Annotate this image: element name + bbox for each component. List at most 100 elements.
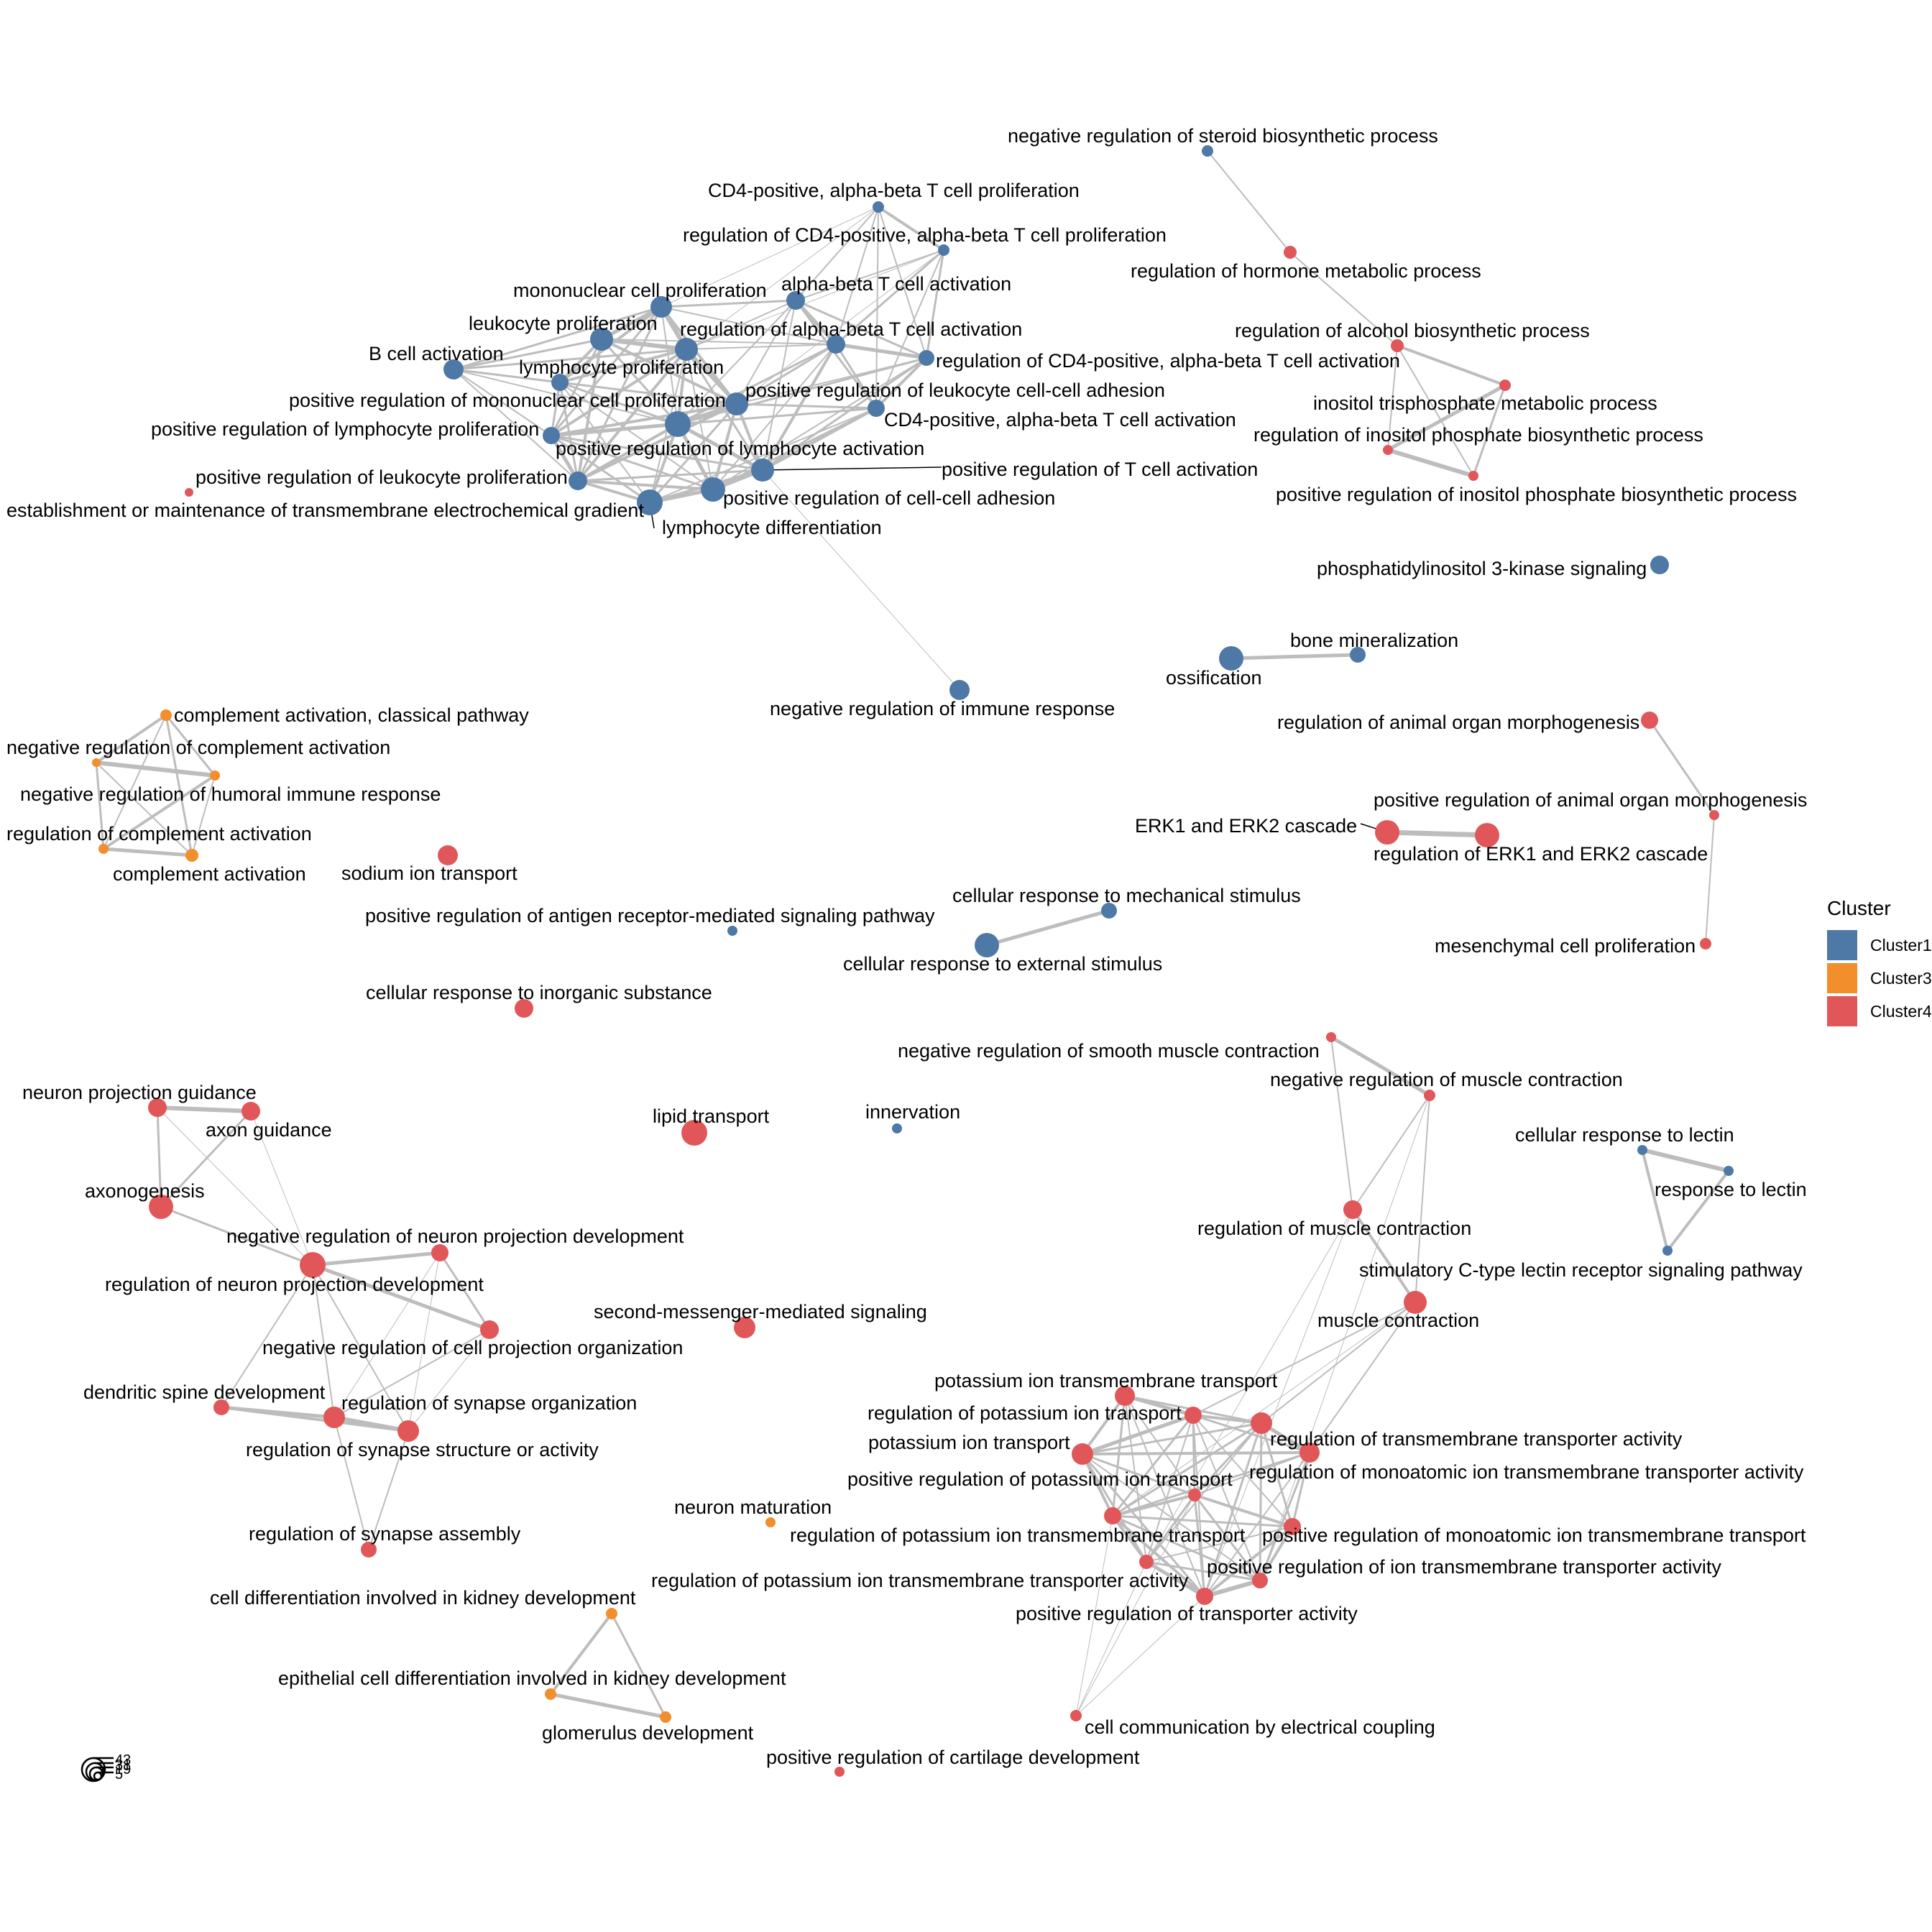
network-edge (1075, 1494, 1195, 1716)
network-node (300, 1252, 326, 1278)
node-label: regulation of potassium ion transmembran… (651, 1570, 1189, 1591)
network-edge (312, 1264, 335, 1418)
network-edge (551, 422, 678, 438)
network-edge (1124, 1395, 1205, 1597)
network-edge (1194, 1494, 1293, 1528)
network-edge (96, 762, 193, 856)
network-edge (102, 774, 216, 850)
node-label: complement activation, classical pathway (174, 704, 529, 726)
node-label: regulation of transmembrane transporter … (1270, 1428, 1683, 1450)
node-label: negative regulation of smooth muscle con… (898, 1040, 1320, 1062)
legend-label: Cluster4 (1870, 1001, 1932, 1021)
size-legend-circles-icon (80, 1757, 114, 1782)
network-node (1070, 1710, 1082, 1721)
node-label: regulation of synapse organization (341, 1392, 637, 1414)
network-node (431, 1244, 448, 1261)
node-label: regulation of potassium ion transmembran… (790, 1524, 1246, 1546)
node-label: positive regulation of potassium ion tra… (847, 1468, 1233, 1490)
node-label: complement activation (113, 863, 306, 885)
network-edge (408, 1329, 490, 1432)
node-label: negative regulation of immune response (770, 698, 1115, 719)
network-node (569, 472, 587, 490)
network-edge (648, 423, 679, 503)
network-node (210, 770, 220, 781)
network-node (765, 1517, 776, 1527)
node-label: glomerulus development (542, 1722, 754, 1744)
network-edge (1081, 1453, 1206, 1597)
node-label: positive regulation of inositol phosphat… (1276, 484, 1797, 505)
node-label: positive regulation of transporter activ… (1016, 1603, 1358, 1624)
network-node (443, 359, 464, 380)
network-node (1637, 1145, 1647, 1155)
network-edge (95, 762, 105, 850)
network-edge (312, 1251, 441, 1267)
network-node (1219, 646, 1243, 671)
network-edge (600, 338, 679, 426)
network-edge (453, 369, 579, 482)
network-node (1383, 445, 1393, 455)
node-label: negative regulation of cell projection o… (262, 1337, 683, 1358)
network-node (1202, 145, 1213, 157)
network-edge (1192, 1414, 1293, 1527)
network-edge (95, 714, 167, 764)
network-edge (576, 306, 663, 482)
network-edge (1082, 1453, 1195, 1496)
node-label: regulation of hormone metabolic process (1131, 260, 1481, 282)
network-edge (1111, 1414, 1195, 1517)
network-edge (103, 714, 167, 850)
node-label: negative regulation of complement activa… (6, 737, 390, 758)
network-edge (1145, 1560, 1206, 1598)
network-edge (156, 1107, 162, 1208)
network-edge (559, 382, 650, 503)
network-edge (1112, 1302, 1416, 1517)
node-label: regulation of muscle contraction (1197, 1218, 1471, 1239)
network-node (873, 201, 884, 213)
node-label: regulation of neuron projection developm… (105, 1274, 484, 1295)
network-edge (577, 469, 763, 482)
node-label: regulation of CD4-positive, alpha-beta T… (936, 350, 1400, 372)
node-label: mononuclear cell proliferation (513, 280, 767, 301)
legend-item-cluster1: Cluster1 (1827, 929, 1932, 962)
network-edge (835, 249, 944, 346)
network-node (323, 1407, 345, 1428)
node-label: cellular response to mechanical stimulus (952, 885, 1301, 906)
network-edge (550, 1692, 666, 1719)
network-edge (157, 1107, 313, 1266)
network-edge (96, 760, 216, 778)
legend-item-cluster4: Cluster4 (1827, 995, 1932, 1028)
node-label: positive regulation of ion transmembrane… (1207, 1556, 1721, 1578)
node-label: CD4-positive, alpha-beta T cell activati… (884, 409, 1236, 431)
network-edge (1082, 1453, 1261, 1581)
network-edge (762, 469, 960, 691)
node-label: positive regulation of T cell activation (942, 459, 1258, 480)
network-edge (875, 356, 928, 410)
node-label: neuron projection guidance (22, 1082, 257, 1103)
network-node (1375, 820, 1399, 845)
network-node (1115, 1386, 1135, 1406)
network-node (665, 411, 691, 437)
node-label: negative regulation of neuron projection… (226, 1225, 684, 1247)
network-edge (165, 714, 216, 776)
network-node (786, 291, 805, 310)
network-edge (878, 206, 927, 359)
network-edge (677, 300, 796, 425)
network-edge (601, 339, 837, 345)
network-node (681, 1120, 707, 1146)
network-node (1251, 1412, 1272, 1434)
network-edge (1146, 1526, 1293, 1563)
network-edge (1192, 1302, 1416, 1416)
network-edge (1081, 1394, 1126, 1455)
node-label: positive regulation of lymphocyte prolif… (151, 418, 539, 440)
node-label: neuron maturation (674, 1496, 832, 1518)
network-edge (408, 1252, 441, 1432)
network-edge (736, 343, 837, 405)
network-edge (1386, 383, 1506, 452)
network-edge (1387, 345, 1398, 451)
node-label: epithelial cell differentiation involved… (278, 1668, 786, 1689)
network-node (1284, 246, 1297, 259)
network-edge (1075, 1515, 1113, 1716)
network-node (725, 392, 748, 415)
network-node (397, 1420, 419, 1442)
network-node (185, 488, 193, 497)
network-edge (559, 381, 737, 405)
